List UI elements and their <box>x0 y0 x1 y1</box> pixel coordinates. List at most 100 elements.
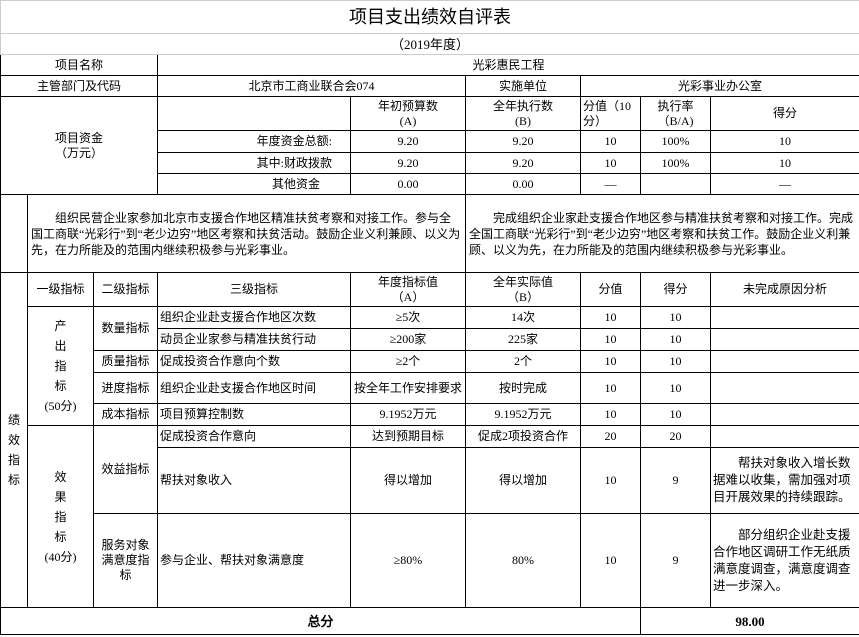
funds-rate: 100% <box>640 152 711 174</box>
target-value: ≥5次 <box>350 306 466 329</box>
indicator-row: 成本指标 项目预算控制数 9.1952万元 9.1952万元 10 10 <box>1 403 859 426</box>
target-value: ≥2个 <box>350 350 466 373</box>
score-value: 10 <box>580 447 641 514</box>
dept-label: 主管部门及代码 <box>0 75 158 97</box>
dept-value: 北京市工商业联合会074 <box>157 75 466 97</box>
funds-header: 分值（10分） <box>580 96 641 131</box>
level3-indicator: 帮扶对象收入 <box>157 447 351 514</box>
score-value: 10 <box>580 403 641 426</box>
score: 9 <box>640 513 711 608</box>
actual-value: 2个 <box>465 350 581 373</box>
funds-b: 0.00 <box>465 173 581 195</box>
reason <box>709 372 859 404</box>
funds-b: 9.20 <box>465 152 581 174</box>
score: 10 <box>640 328 711 351</box>
actual-value: 14次 <box>465 306 581 329</box>
level3-indicator: 动员企业家参与精准扶贫行动 <box>157 328 351 351</box>
level2-indicator: 效益指标 <box>93 425 158 514</box>
funds-header: 执行率 （B/A) <box>640 96 711 131</box>
level3-indicator: 促成投资合作意向 <box>157 425 351 448</box>
funds-rate <box>640 173 711 195</box>
funds-score-value: 10 <box>580 152 641 174</box>
funds-b: 9.20 <box>465 130 581 153</box>
project-name-value: 光彩惠民工程 <box>156 54 859 76</box>
reason: 帮扶对象收入增长数据难以收集，需加强对项目开展效果的持续跟踪。 <box>709 447 859 514</box>
output-indicator-label: 产出指标 (50分) <box>27 306 94 426</box>
level3-indicator: 组织企业赴支援合作地区时间 <box>157 372 351 404</box>
target-value: 9.1952万元 <box>350 403 466 426</box>
score: 10 <box>640 372 711 404</box>
level2-indicator: 数量指标 <box>93 306 158 351</box>
indicator-header: 未完成原因分析 <box>709 272 859 307</box>
funds-score-value: — <box>580 173 641 195</box>
indicator-header: 全年实际值 （B） <box>465 272 581 307</box>
funds-score-value: 10 <box>580 130 641 153</box>
score: 20 <box>640 425 711 448</box>
indicator-section-text: 绩效指标 <box>7 413 20 487</box>
funds-row-label: 其他资金 <box>157 173 351 195</box>
indicator-row: 服务对象满意度指标 参与企业、帮扶对象满意度 ≥80% 80% 10 9 部分组… <box>1 513 859 608</box>
level2-indicator: 质量指标 <box>93 350 158 373</box>
total-label: 总分 <box>0 607 641 635</box>
funds-label: 项目资金 （万元） <box>0 96 158 195</box>
indicator-row: 效果指标 (40分) 效益指标 促成投资合作意向 达到预期目标 促成2项投资合作 … <box>1 425 859 608</box>
funds-header: 全年执行数 (B) <box>465 96 581 131</box>
effect-indicator-text: 效果指标 (40分) <box>44 469 77 564</box>
funds-row-label: 其中:财政拨款 <box>157 152 351 174</box>
score: 10 <box>640 350 711 373</box>
level3-indicator: 项目预算控制数 <box>157 403 351 426</box>
funds-header: 年初预算数 (A) <box>350 96 466 131</box>
indicator-row: 进度指标 组织企业赴支援合作地区时间 按全年工作安排要求 按时完成 10 10 <box>1 372 859 404</box>
goals-blank <box>0 194 28 273</box>
reason <box>709 350 859 373</box>
target-value: ≥80% <box>350 513 466 608</box>
total-value: 98.00 <box>639 607 859 635</box>
funds-rate: 100% <box>640 130 711 153</box>
target-value: ≥200家 <box>350 328 466 351</box>
actual-value: 按时完成 <box>465 372 581 404</box>
form-title: 项目支出绩效自评表 <box>0 0 859 34</box>
funds-a: 9.20 <box>350 152 466 174</box>
reason <box>709 403 859 426</box>
funds-row-label: 年度资金总额: <box>157 130 351 153</box>
reason: 部分组织企业赴支援合作地区调研工作无纸质满意度调查，满意度调查进一步深入。 <box>709 513 859 608</box>
target-value: 按全年工作安排要求 <box>350 372 466 404</box>
score-value: 10 <box>580 328 641 351</box>
indicator-header: 二级指标 <box>93 272 158 307</box>
output-indicator-text: 产出指标 (50分) <box>44 319 77 413</box>
indicator-row: 动员企业家参与精准扶贫行动 ≥200家 225家 10 10 <box>1 328 859 351</box>
actual-value: 促成2项投资合作 <box>465 425 581 448</box>
indicator-header: 得分 <box>640 272 711 307</box>
funds-header-blank <box>157 96 351 131</box>
actual-value: 得以增加 <box>465 447 581 514</box>
level3-indicator: 促成投资合作意向个数 <box>157 350 351 373</box>
level2-indicator: 进度指标 <box>93 372 158 404</box>
score-value: 10 <box>580 350 641 373</box>
funds-score: 10 <box>709 152 859 174</box>
target-value: 得以增加 <box>350 447 466 514</box>
funds-header: 得分 <box>709 96 859 131</box>
level3-indicator: 组织企业赴支援合作地区次数 <box>157 306 351 329</box>
form-year: （2019年度） <box>0 33 859 55</box>
score-value: 20 <box>580 425 641 448</box>
unit-value: 光彩事业办公室 <box>579 75 859 97</box>
indicator-header: 分值 <box>580 272 641 307</box>
reason <box>709 306 859 329</box>
indicator-section-label: 绩效指标 <box>0 272 28 608</box>
score-value: 10 <box>580 306 641 329</box>
score-value: 10 <box>580 372 641 404</box>
reason <box>709 328 859 351</box>
indicator-row: 产出指标 (50分) 数量指标 组织企业赴支援合作地区次数 ≥5次 14次 10 … <box>1 306 859 426</box>
funds-a: 0.00 <box>350 173 466 195</box>
target-value: 达到预期目标 <box>350 425 466 448</box>
funds-row: 其他资金 0.00 0.00 — — <box>1 173 859 195</box>
actual-value: 80% <box>465 513 581 608</box>
project-name-label: 项目名称 <box>0 54 158 76</box>
reason <box>709 425 859 448</box>
actual-value: 225家 <box>465 328 581 351</box>
funds-score: 10 <box>709 130 859 153</box>
indicator-header: 三级指标 <box>157 272 351 307</box>
indicator-row: 质量指标 促成投资合作意向个数 ≥2个 2个 10 10 <box>1 350 859 373</box>
